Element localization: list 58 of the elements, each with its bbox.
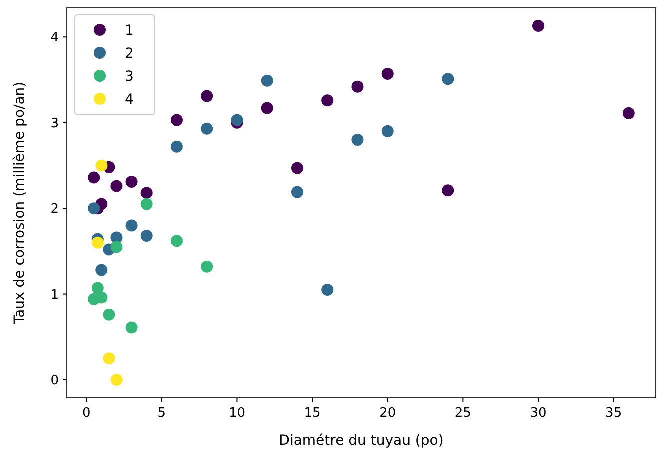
point [110, 241, 123, 254]
y-tick-label: 4 [50, 30, 59, 46]
point [88, 172, 100, 184]
point [92, 282, 104, 294]
point [126, 220, 138, 232]
point [322, 94, 334, 107]
point [103, 352, 116, 365]
point [382, 68, 394, 80]
legend-label: 2 [125, 46, 134, 62]
x-axis-title: Diamétre du tuyau (po) [279, 433, 444, 449]
point [140, 230, 153, 242]
point [126, 176, 138, 188]
point [96, 160, 108, 172]
point [201, 122, 214, 135]
point [170, 114, 183, 126]
point [92, 236, 104, 249]
point [96, 264, 108, 276]
point [103, 308, 116, 321]
point [261, 74, 274, 87]
point [170, 235, 183, 248]
x-tick-label: 5 [158, 406, 166, 421]
x-tick-label: 30 [530, 406, 547, 421]
point [110, 374, 123, 386]
point [261, 102, 274, 114]
point [322, 284, 334, 296]
point [201, 260, 214, 273]
x-tick-label: 0 [82, 406, 91, 421]
point [352, 80, 364, 93]
point [110, 180, 123, 192]
y-axis-title: Taux de corrosion (millième po/an) [12, 82, 28, 326]
x-tick-label: 20 [380, 406, 396, 421]
point [291, 162, 304, 174]
y-tick-label: 2 [50, 202, 59, 218]
point [96, 292, 108, 304]
point [140, 187, 153, 200]
point [442, 73, 454, 86]
point [622, 107, 635, 120]
point [201, 90, 214, 102]
point [88, 202, 100, 215]
y-tick-label: 1 [50, 288, 59, 303]
point [170, 140, 183, 153]
x-tick-label: 35 [606, 406, 622, 421]
point [291, 186, 304, 198]
legend-label: 1 [125, 22, 134, 39]
point [532, 20, 544, 32]
point [382, 125, 394, 138]
point [126, 322, 138, 334]
x-tick-label: 15 [304, 406, 321, 421]
y-tick-label: 3 [50, 116, 59, 132]
point [352, 134, 364, 146]
legend-label: 3 [125, 68, 134, 85]
point [442, 184, 454, 197]
y-tick-label: 0 [50, 374, 59, 389]
point [140, 198, 153, 210]
x-tick-label: 25 [454, 406, 472, 421]
x-tick-label: 10 [228, 406, 246, 421]
legend-label: 4 [125, 92, 134, 108]
point [231, 114, 244, 126]
